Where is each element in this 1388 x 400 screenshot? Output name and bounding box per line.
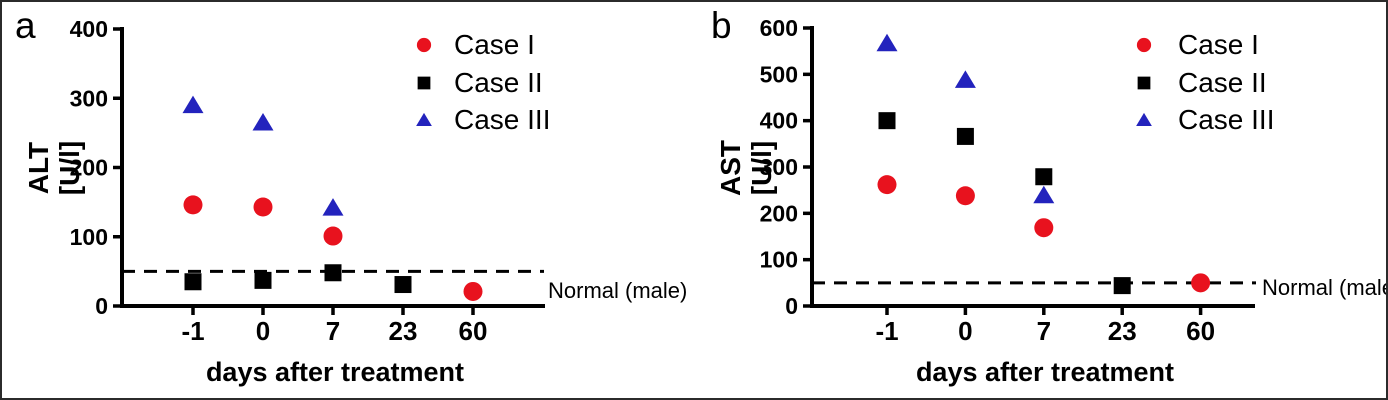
case-i-legend-label: Case I <box>454 29 535 60</box>
x-tick-label: -1 <box>875 316 898 346</box>
y-axis-title: [U/l] <box>54 141 85 195</box>
y-axis-title: [U/l] <box>746 141 777 195</box>
y-tick-label: 0 <box>95 293 108 319</box>
case-ii-point <box>878 112 896 130</box>
case-iii-point <box>954 70 976 88</box>
case-i-legend-marker <box>416 37 432 53</box>
case-iii-point <box>1033 185 1055 204</box>
case-ii-legend-marker <box>1137 76 1151 90</box>
x-tick-label: 7 <box>326 316 340 346</box>
case-ii-point <box>394 276 412 294</box>
case-i-legend-marker <box>1136 37 1152 53</box>
y-axis-title: ALT <box>23 142 54 194</box>
x-tick-label: 0 <box>958 316 972 346</box>
case-ii-legend-label: Case II <box>454 67 543 98</box>
case-i-point <box>1034 218 1054 238</box>
case-ii-legend-marker <box>417 76 431 90</box>
y-tick-label: 600 <box>760 15 798 41</box>
case-iii-point <box>876 33 898 52</box>
y-tick-label: 300 <box>70 85 108 111</box>
case-ii-point <box>956 127 974 145</box>
x-tick-label: 60 <box>459 316 488 346</box>
case-ii-point <box>184 273 202 291</box>
case-iii-legend-marker <box>416 112 432 126</box>
x-tick-label: -1 <box>181 316 204 346</box>
y-tick-label: 400 <box>760 108 798 134</box>
panel-letter: b <box>711 5 732 46</box>
case-ii-point <box>324 264 342 282</box>
y-tick-label: 0 <box>785 293 798 319</box>
normal-range-label: Normal (male) <box>1262 275 1388 300</box>
x-tick-label: 60 <box>1186 316 1215 346</box>
case-iii-legend-marker <box>1136 112 1152 126</box>
x-axis-title: days after treatment <box>916 357 1174 387</box>
case-i-point <box>463 281 483 301</box>
x-axis-title: days after treatment <box>206 357 464 387</box>
case-ii-point <box>254 271 272 289</box>
ast-chart-panel-b: b 0 100 200 300 400 500 600 -1 0 7 23 60 AST [U/l] days… <box>711 5 1388 387</box>
case-iii-legend-label: Case III <box>1178 104 1274 135</box>
case-ii-point <box>1035 168 1053 186</box>
case-i-point <box>323 226 343 246</box>
case-i-point <box>183 195 203 215</box>
y-tick-label: 500 <box>760 61 798 87</box>
case-i-point <box>1191 273 1211 293</box>
case-ii-legend-label: Case II <box>1178 67 1267 98</box>
case-i-point <box>955 186 975 206</box>
x-tick-label: 7 <box>1037 316 1051 346</box>
panel-letter: a <box>15 5 36 46</box>
alt-chart-panel-a: a 0 100 200 300 400 -1 0 7 23 60 ALT [U/l] days after… <box>15 5 687 387</box>
case-i-point <box>877 175 897 195</box>
case-iii-point <box>182 95 204 114</box>
y-axis-title: AST <box>715 140 746 196</box>
case-i-legend-label: Case I <box>1178 29 1259 60</box>
y-tick-label: 100 <box>760 247 798 273</box>
case-iii-legend-label: Case III <box>454 104 550 135</box>
y-tick-label: 300 <box>760 154 798 180</box>
y-tick-label: 200 <box>760 200 798 226</box>
x-tick-label: 23 <box>389 316 418 346</box>
y-tick-label: 200 <box>70 155 108 181</box>
case-ii-point <box>1113 277 1131 295</box>
x-tick-label: 0 <box>256 316 270 346</box>
normal-range-label: Normal (male) <box>548 278 687 303</box>
y-tick-label: 100 <box>70 224 108 250</box>
x-tick-label: 23 <box>1108 316 1137 346</box>
case-i-point <box>253 197 273 217</box>
y-tick-label: 400 <box>70 16 108 42</box>
case-iii-point <box>252 112 274 131</box>
case-iii-point <box>322 198 344 216</box>
